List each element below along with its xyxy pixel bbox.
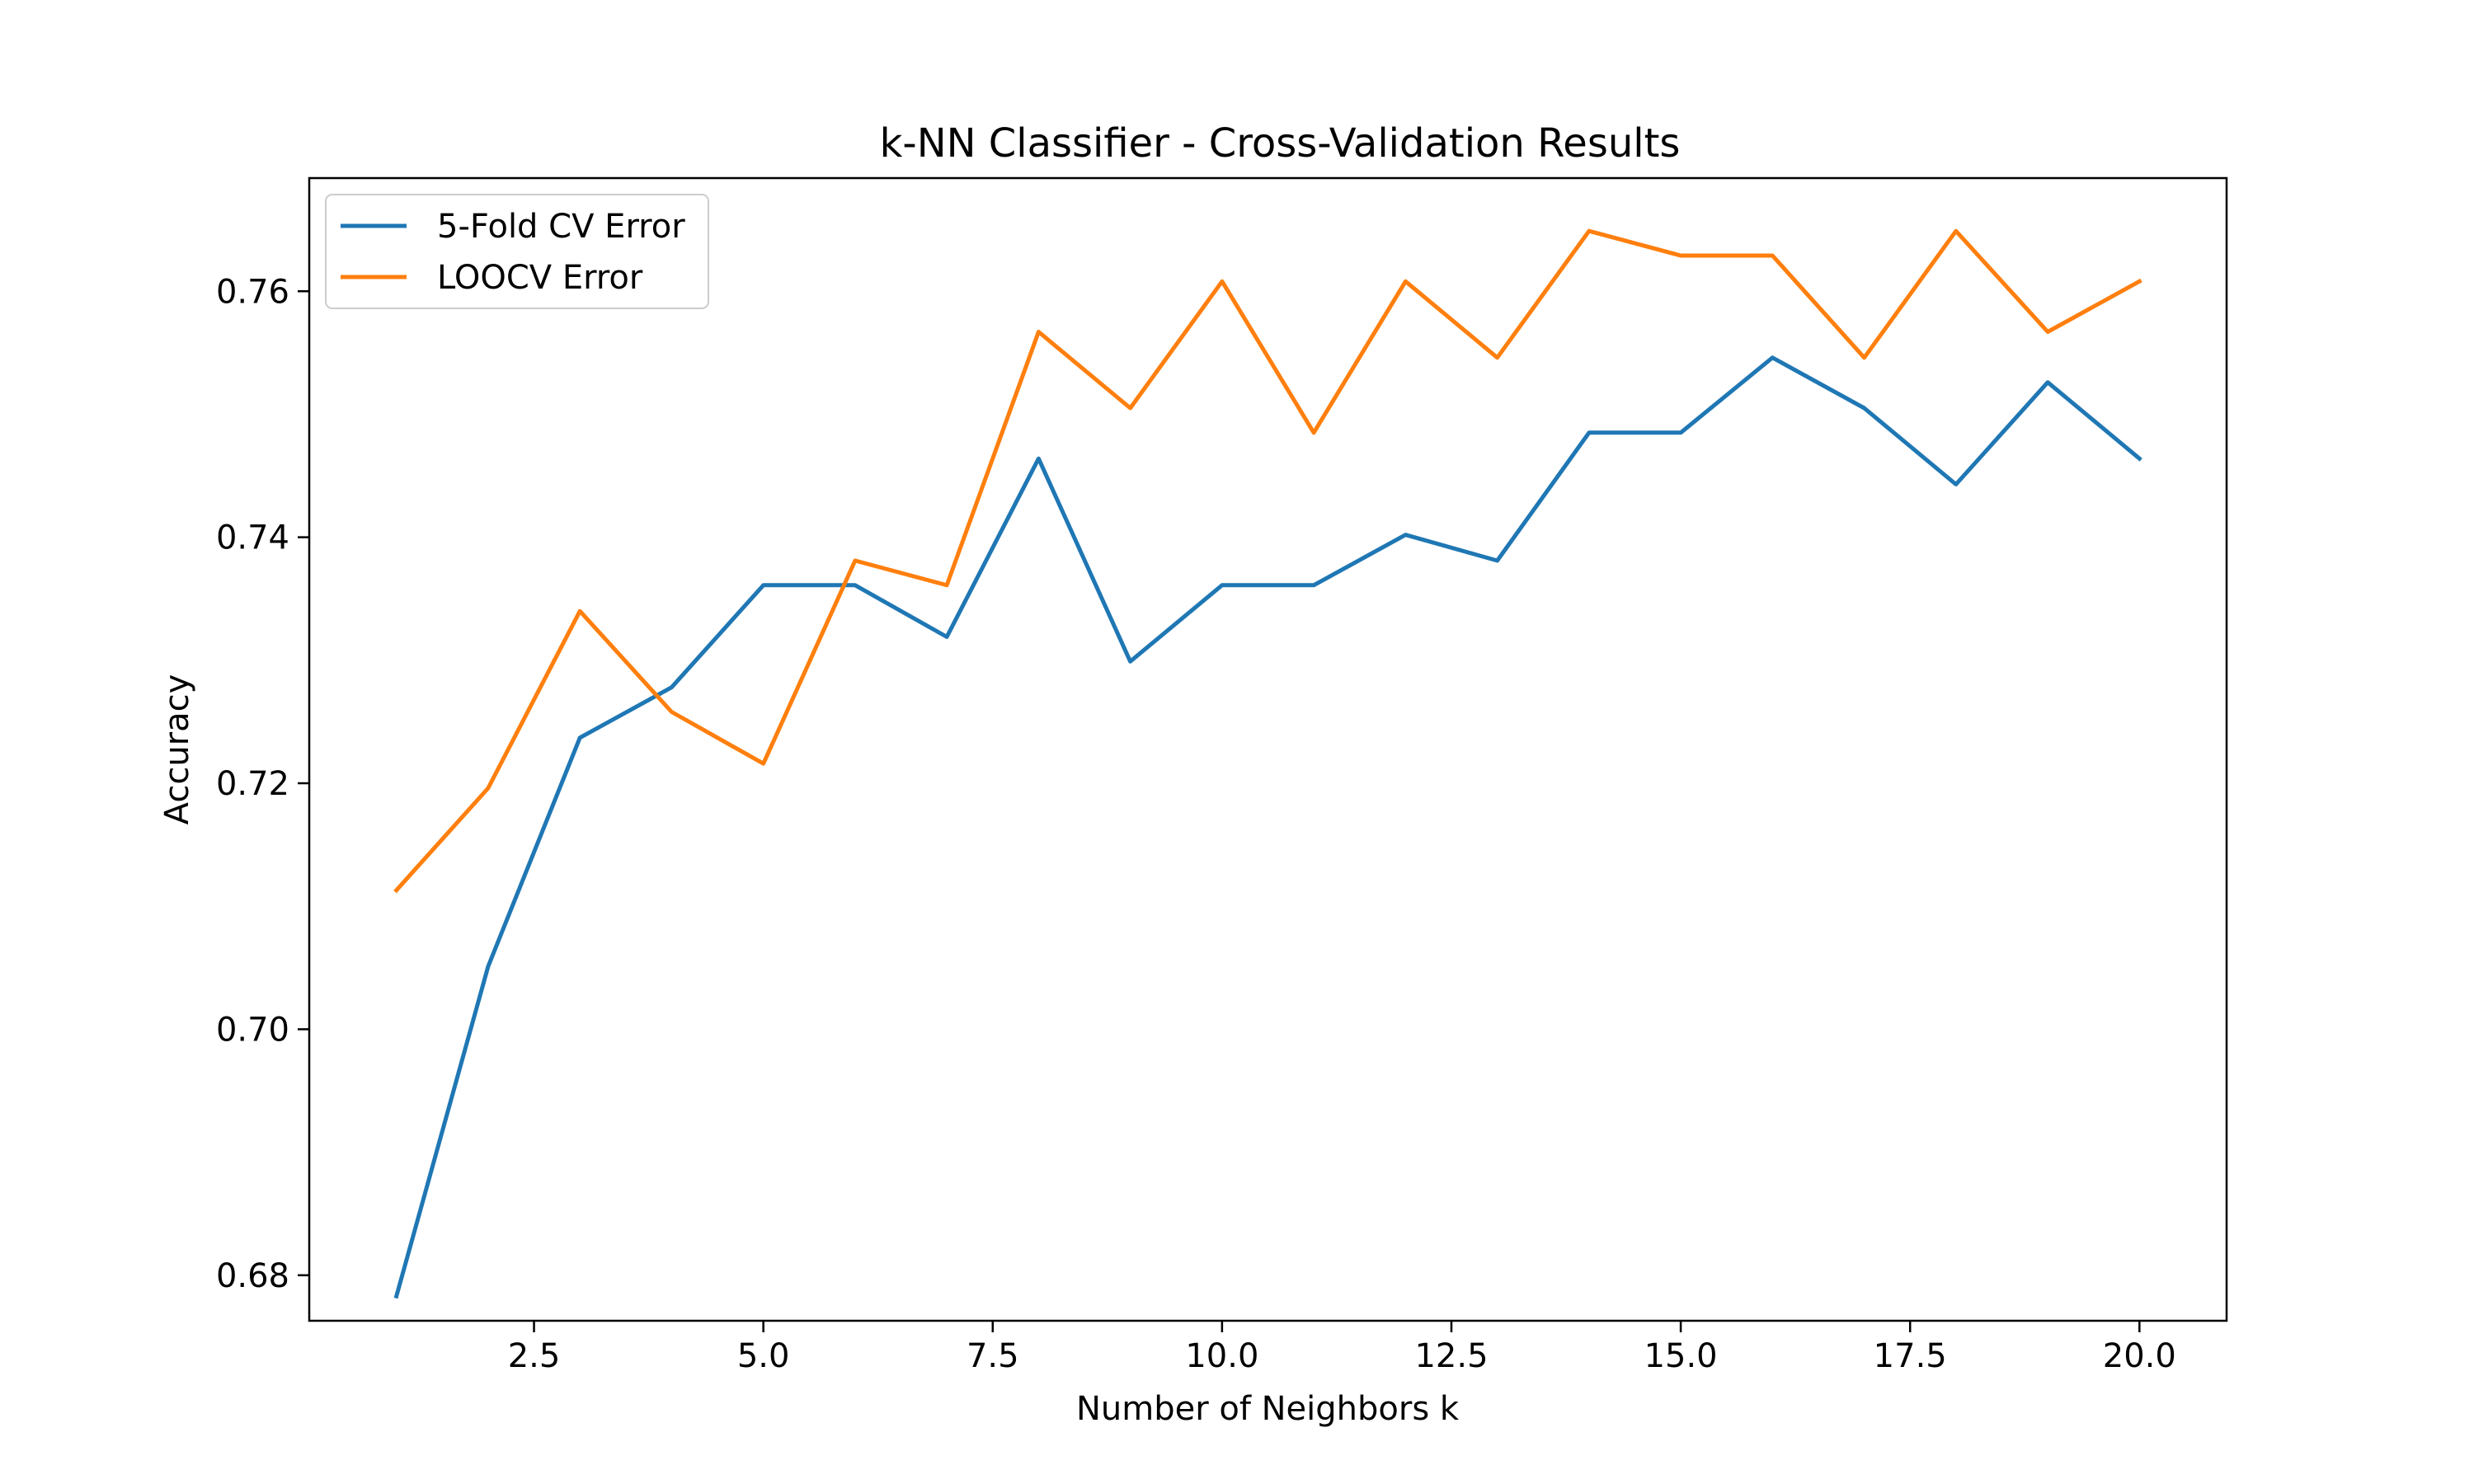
x-tick-label: 2.5 (508, 1337, 561, 1375)
series-line-5fold-cv (393, 355, 2142, 1299)
chart-title: k-NN Classifier - Cross-Validation Resul… (880, 120, 1681, 167)
legend-label-loocv: LOOCV Error (437, 259, 643, 297)
x-axis-label: Number of Neighbors k (1076, 1390, 1460, 1428)
y-tick-label: 0.72 (216, 765, 289, 803)
legend: 5-Fold CV Error LOOCV Error (325, 194, 709, 309)
y-tick-label: 0.70 (216, 1011, 289, 1049)
plot-area (393, 228, 2142, 1299)
legend-label-5fold: 5-Fold CV Error (437, 208, 685, 246)
y-tick-label: 0.68 (216, 1257, 289, 1295)
series-line-loocv (393, 228, 2142, 894)
x-tick-label: 7.5 (967, 1337, 1019, 1375)
x-tick-label: 17.5 (1874, 1337, 1947, 1375)
y-tick-label: 0.74 (216, 519, 289, 557)
x-axis: 2.5 5.0 7.5 10.0 12.5 15.0 17.5 20.0 (508, 1321, 2176, 1375)
x-tick-label: 15.0 (1644, 1337, 1718, 1375)
legend-frame (325, 194, 709, 309)
x-tick-label: 12.5 (1414, 1337, 1488, 1375)
y-axis: 0.68 0.70 0.72 0.74 0.76 (216, 273, 309, 1295)
x-tick-label: 20.0 (2103, 1337, 2176, 1375)
x-tick-label: 5.0 (737, 1337, 790, 1375)
plot-frame (308, 176, 2228, 1322)
y-tick-label: 0.76 (216, 273, 289, 311)
y-axis-label: Accuracy (158, 674, 196, 825)
x-tick-label: 10.0 (1185, 1337, 1258, 1375)
